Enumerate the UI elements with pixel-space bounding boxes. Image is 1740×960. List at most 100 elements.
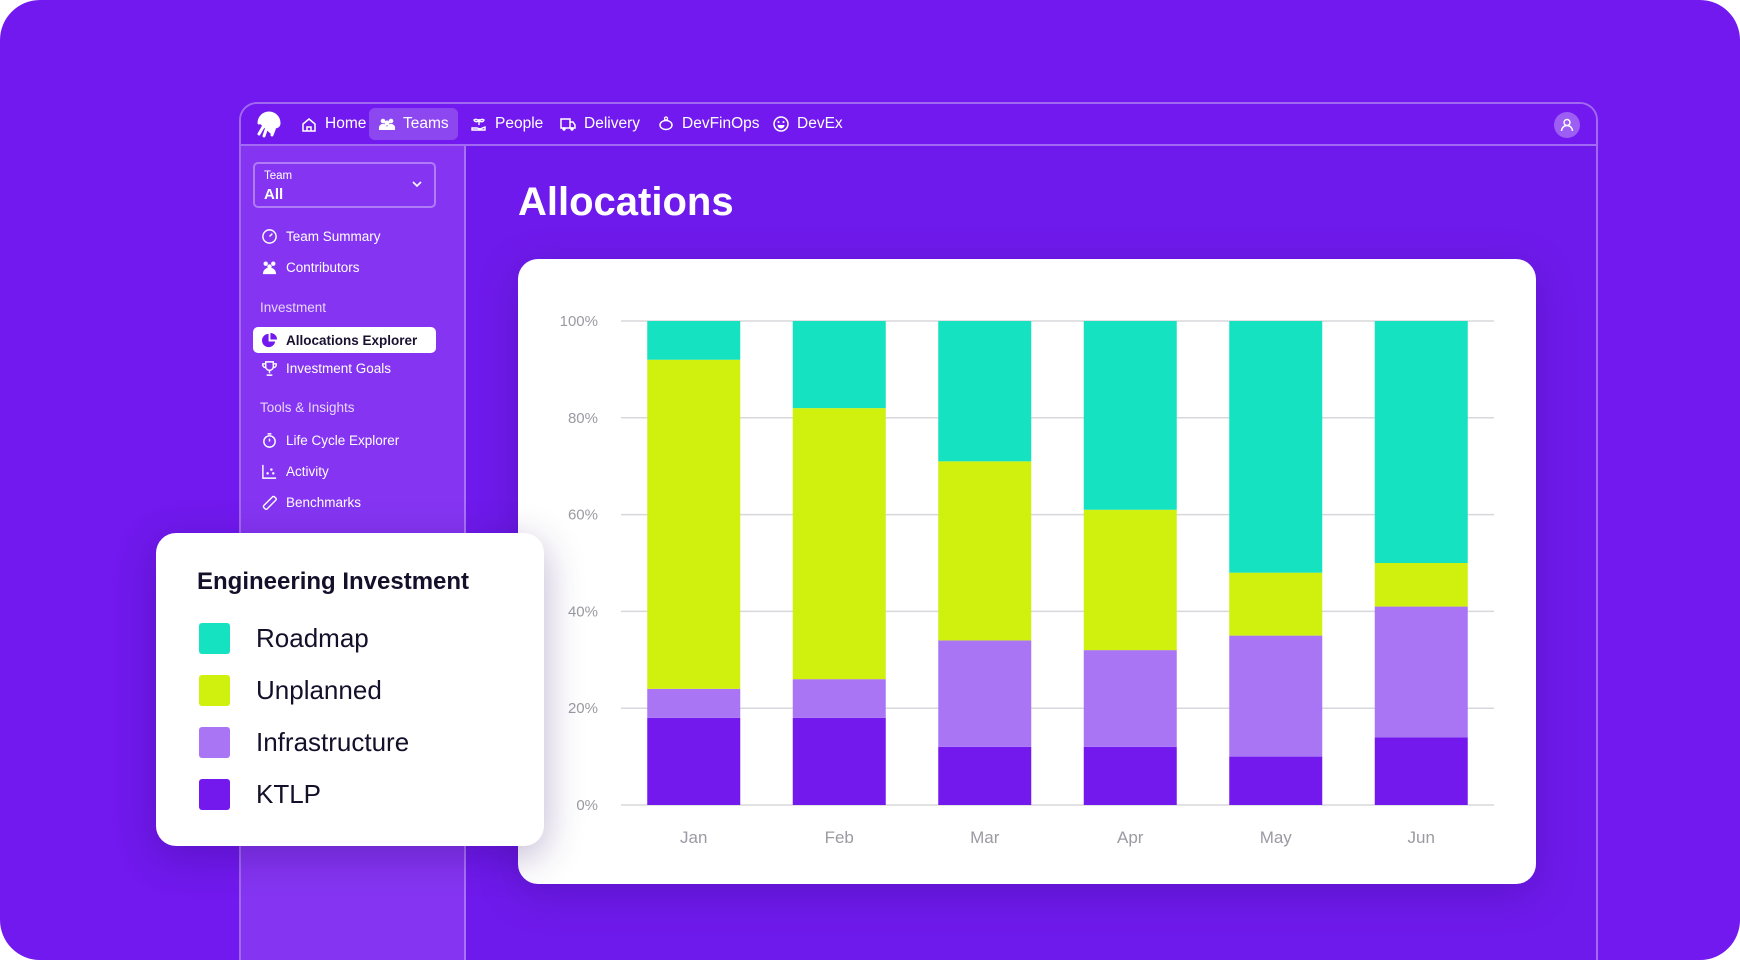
legend-swatch bbox=[199, 623, 230, 654]
bar-segment-roadmap-feb bbox=[792, 321, 886, 409]
bar-segment-roadmap-jan bbox=[647, 321, 741, 360]
legend-label: KTLP bbox=[256, 779, 322, 809]
section-heading-investment: Investment bbox=[260, 300, 327, 315]
user-icon bbox=[1560, 118, 1574, 132]
bar-segment-roadmap-mar bbox=[938, 321, 1032, 462]
sidebar-item-contributors[interactable]: Contributors bbox=[253, 254, 436, 280]
nav-label: Teams bbox=[403, 115, 449, 132]
legend-swatch bbox=[199, 675, 230, 706]
nav-label: DevEx bbox=[797, 115, 843, 132]
nav-home[interactable]: Home bbox=[291, 108, 375, 140]
ruler-icon bbox=[262, 495, 277, 510]
x-tick-label: Mar bbox=[970, 828, 1000, 847]
users-icon bbox=[262, 261, 277, 274]
sidebar-item-activity[interactable]: Activity bbox=[253, 458, 436, 484]
x-tick-label: Feb bbox=[825, 828, 854, 847]
piggy-bank-icon bbox=[659, 116, 673, 131]
sidebar-item-label: Activity bbox=[286, 463, 329, 479]
y-tick-label: 80% bbox=[568, 410, 598, 427]
nav-label: Delivery bbox=[584, 115, 640, 132]
user-avatar[interactable] bbox=[1554, 112, 1580, 138]
team-select[interactable]: Team All bbox=[253, 162, 436, 208]
nav-label: People bbox=[495, 115, 544, 132]
sidebar-item-allocations-explorer[interactable]: Allocations Explorer bbox=[253, 327, 436, 353]
team-select-value: All bbox=[264, 186, 284, 203]
bar-segment-unplanned-mar bbox=[938, 461, 1032, 641]
sidebar-item-team-summary[interactable]: Team Summary bbox=[253, 223, 436, 249]
nav-delivery[interactable]: Delivery bbox=[550, 108, 649, 140]
legend-title: Engineering Investment bbox=[197, 568, 470, 595]
smiley-icon bbox=[773, 116, 789, 132]
legend-label: Unplanned bbox=[256, 675, 382, 705]
sidebar-item-label: Contributors bbox=[286, 259, 360, 275]
bar-segment-unplanned-jun bbox=[1374, 563, 1468, 607]
sidebar-item-label: Life Cycle Explorer bbox=[286, 432, 400, 448]
x-tick-label: Apr bbox=[1117, 828, 1144, 847]
bar-segment-unplanned-apr bbox=[1083, 509, 1177, 651]
allocations-chart: 0% 20% 40% 60% 80% 100% Jan Feb Mar Apr May Jun bbox=[560, 313, 1494, 847]
bar-segment-infrastructure-jan bbox=[647, 688, 741, 718]
sidebar-item-benchmarks[interactable]: Benchmarks bbox=[253, 489, 436, 515]
y-tick-label: 0% bbox=[576, 797, 598, 814]
legend-label: Infrastructure bbox=[256, 727, 410, 757]
legend-label: Roadmap bbox=[256, 623, 369, 653]
sidebar-item-label: Allocations Explorer bbox=[286, 332, 418, 348]
sidebar-item-life-cycle-explorer[interactable]: Life Cycle Explorer bbox=[253, 427, 436, 453]
legend-item-ktlp: KTLP bbox=[199, 779, 321, 810]
plant-hand-icon bbox=[471, 118, 486, 131]
nav-label: Home bbox=[325, 115, 367, 132]
nav-teams[interactable]: Teams bbox=[369, 108, 458, 140]
scatter-chart-icon bbox=[262, 464, 277, 479]
jellyfish-logo-icon bbox=[257, 111, 281, 138]
bar-segment-unplanned-feb bbox=[792, 408, 886, 680]
bar-segment-infrastructure-jun bbox=[1374, 606, 1468, 738]
bar-segment-roadmap-apr bbox=[1083, 321, 1177, 510]
gauge-icon bbox=[262, 228, 277, 244]
pie-chart-icon bbox=[262, 332, 278, 347]
page-title: Allocations bbox=[518, 180, 734, 224]
bar-segment-ktlp-jun bbox=[1374, 737, 1468, 805]
x-tick-label: Jan bbox=[680, 828, 707, 847]
bar-segment-infrastructure-may bbox=[1229, 635, 1323, 757]
legend-swatch bbox=[199, 779, 230, 810]
x-tick-label: Jun bbox=[1408, 828, 1435, 847]
legend-swatch bbox=[199, 727, 230, 758]
legend-card: Engineering Investment Roadmap Unplanned I… bbox=[156, 533, 544, 846]
nav-label: DevFinOps bbox=[682, 115, 760, 132]
nav-people[interactable]: People bbox=[461, 108, 552, 140]
chart-card: 0% 20% 40% 60% 80% 100% Jan Feb Mar Apr May Jun bbox=[518, 259, 1536, 884]
legend-item-roadmap: Roadmap bbox=[199, 623, 369, 654]
y-tick-label: 100% bbox=[560, 313, 598, 330]
nav-devfinops[interactable]: DevFinOps bbox=[648, 108, 769, 140]
sidebar-item-investment-goals[interactable]: Investment Goals bbox=[253, 355, 436, 381]
y-tick-label: 20% bbox=[568, 700, 598, 717]
bar-segment-roadmap-jun bbox=[1374, 321, 1468, 563]
bar-segment-unplanned-may bbox=[1229, 572, 1323, 636]
bar-segment-infrastructure-feb bbox=[792, 679, 886, 718]
bar-segment-infrastructure-mar bbox=[938, 640, 1032, 747]
bar-segment-unplanned-jan bbox=[647, 359, 741, 689]
chevron-down-icon bbox=[412, 181, 422, 188]
home-icon bbox=[302, 118, 316, 132]
top-nav: Home Teams People Delivery DevFinOps DevEx bbox=[241, 104, 1596, 146]
teams-icon bbox=[378, 118, 396, 130]
bar-segment-infrastructure-apr bbox=[1083, 650, 1177, 747]
team-select-label: Team bbox=[264, 170, 293, 182]
x-tick-label: May bbox=[1260, 828, 1293, 847]
nav-devex[interactable]: DevEx bbox=[763, 108, 852, 140]
truck-icon bbox=[560, 118, 576, 131]
legend-item-infrastructure: Infrastructure bbox=[199, 727, 409, 758]
y-tick-label: 60% bbox=[568, 507, 598, 524]
sidebar-item-label: Team Summary bbox=[286, 228, 381, 244]
sidebar-item-label: Benchmarks bbox=[286, 494, 362, 510]
bar-segment-ktlp-mar bbox=[938, 746, 1032, 805]
bar-segment-ktlp-apr bbox=[1083, 746, 1177, 805]
bar-segment-ktlp-may bbox=[1229, 756, 1323, 805]
sidebar-item-label: Investment Goals bbox=[286, 360, 392, 376]
y-tick-label: 40% bbox=[568, 603, 598, 620]
bar-segment-ktlp-jan bbox=[647, 717, 741, 805]
legend-item-unplanned: Unplanned bbox=[199, 675, 382, 706]
bar-segment-ktlp-feb bbox=[792, 717, 886, 805]
trophy-icon bbox=[262, 360, 277, 376]
